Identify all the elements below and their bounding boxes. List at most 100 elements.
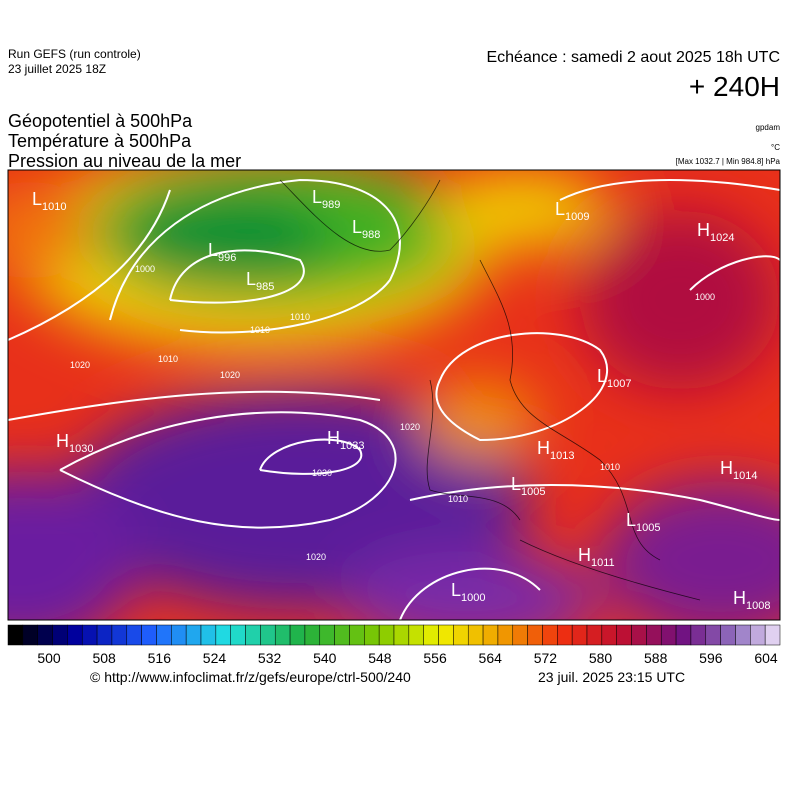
- colorbar-tick-label: 580: [589, 650, 613, 666]
- param: Géopotentiel à 500hPa: [8, 111, 193, 131]
- center-value: 988: [362, 229, 380, 241]
- pressure-center: L1005: [511, 474, 546, 498]
- pressure-center: H1033: [327, 428, 364, 452]
- colorbar-tick-label: 508: [92, 650, 116, 666]
- center-letter: L: [626, 510, 636, 530]
- pressure-center: H1011: [578, 545, 615, 569]
- colorbar-swatch: [631, 624, 647, 646]
- pressure-center: L1010: [32, 189, 67, 213]
- isobar-label: 1020: [400, 422, 420, 432]
- colorbar-swatch: [690, 624, 707, 646]
- colorbar-swatch: [230, 624, 246, 646]
- pressure-center: L996: [208, 240, 236, 264]
- center-letter: H: [697, 220, 710, 240]
- colorbar-swatch: [512, 624, 528, 646]
- pressure-center: H1030: [56, 431, 93, 455]
- center-value: 1007: [607, 378, 631, 390]
- colorbar-swatch: [364, 624, 380, 646]
- center-letter: L: [208, 240, 218, 260]
- colorbar-swatch: [527, 624, 543, 646]
- isobar-label: 1010: [250, 325, 270, 335]
- center-value: 1011: [591, 557, 615, 569]
- colorbar-swatch: [319, 624, 335, 646]
- colorbar-swatch: [601, 624, 617, 646]
- center-letter: H: [537, 438, 550, 458]
- colorbar-swatch: [497, 624, 514, 646]
- colorbar-swatch: [67, 624, 83, 646]
- center-value: 1005: [521, 486, 545, 498]
- colorbar-tick-label: 572: [534, 650, 558, 666]
- isobar-label: 1020: [70, 360, 90, 370]
- colorbar-swatch: [260, 624, 276, 646]
- colorbar-swatch: [616, 624, 632, 646]
- colorbar-swatch: [200, 624, 217, 646]
- center-value: 1000: [461, 592, 485, 604]
- center-letter: L: [246, 269, 256, 289]
- colorbar-swatch: [22, 624, 38, 646]
- colorbar-swatch: [586, 624, 603, 646]
- map: [8, 170, 780, 620]
- colorbar-swatch: [675, 624, 692, 646]
- colorbar-swatch: [111, 624, 128, 646]
- colorbar-tick-label: 596: [699, 650, 723, 666]
- center-letter: H: [720, 458, 733, 478]
- lead-time: + 240H: [689, 71, 780, 102]
- isobar-label: 1020: [306, 552, 326, 562]
- colorbar-tick-label: 604: [754, 650, 778, 666]
- colorbar-swatch: [378, 624, 395, 646]
- colorbar-swatch: [735, 624, 751, 646]
- isobar-label: 1000: [135, 264, 155, 274]
- param: Pression au niveau de la mer: [8, 151, 241, 171]
- colorbar-swatch: [482, 624, 499, 646]
- colorbar-tick-label: 524: [203, 650, 227, 666]
- footer-issued: 23 juil. 2025 23:15 UTC: [538, 669, 685, 685]
- run-date: 23 juillet 2025 18Z: [8, 62, 106, 76]
- colorbar-swatch: [423, 624, 439, 646]
- colorbar-swatch: [467, 624, 484, 646]
- colorbar-tick-label: 500: [37, 650, 61, 666]
- pressure-center: L988: [352, 217, 380, 241]
- unit: [Max 1032.7 | Min 984.8] hPa: [676, 157, 781, 166]
- map-frame: [7, 169, 781, 621]
- pressure-center: H1024: [697, 220, 734, 244]
- center-value: 1033: [340, 440, 364, 452]
- colorbar-swatch: [245, 624, 261, 646]
- colorbar-tick-label: 532: [258, 650, 282, 666]
- center-value: 1014: [733, 470, 757, 482]
- colorbar-swatch: [571, 624, 588, 646]
- colorbar-swatch: [646, 624, 662, 646]
- colorbar-swatch: [126, 624, 142, 646]
- colorbar-swatch: [438, 624, 454, 646]
- pressure-center: H1013: [537, 438, 574, 462]
- colorbar-tick-label: 540: [313, 650, 337, 666]
- center-value: 996: [218, 252, 236, 264]
- colorbar-swatch: [185, 624, 202, 646]
- colorbar-swatch: [289, 624, 306, 646]
- center-letter: H: [578, 545, 591, 565]
- colorbar-swatch: [81, 624, 98, 646]
- center-letter: L: [32, 189, 42, 209]
- colorbar-tick-label: 564: [479, 650, 503, 666]
- isobar-label: 1030: [312, 468, 332, 478]
- isobar-label: 1010: [600, 462, 620, 472]
- colorbar-swatch: [7, 624, 24, 646]
- center-value: 1013: [550, 450, 574, 462]
- center-value: 1008: [746, 600, 770, 612]
- center-letter: H: [733, 588, 746, 608]
- pressure-center: L1000: [451, 580, 486, 604]
- colorbar-swatch: [37, 624, 53, 646]
- center-letter: L: [597, 366, 607, 386]
- unit: gpdam: [756, 123, 781, 132]
- pressure-center: L1005: [626, 510, 661, 534]
- center-value: 1010: [42, 201, 66, 213]
- center-letter: L: [352, 217, 362, 237]
- center-value: 1030: [69, 443, 93, 455]
- colorbar-swatch: [408, 624, 424, 646]
- colorbar-tick-label: 556: [423, 650, 447, 666]
- center-letter: H: [327, 428, 340, 448]
- colorbar-swatch: [171, 624, 187, 646]
- center-letter: H: [56, 431, 69, 451]
- colorbar-swatch: [141, 624, 157, 646]
- center-value: 989: [322, 199, 340, 211]
